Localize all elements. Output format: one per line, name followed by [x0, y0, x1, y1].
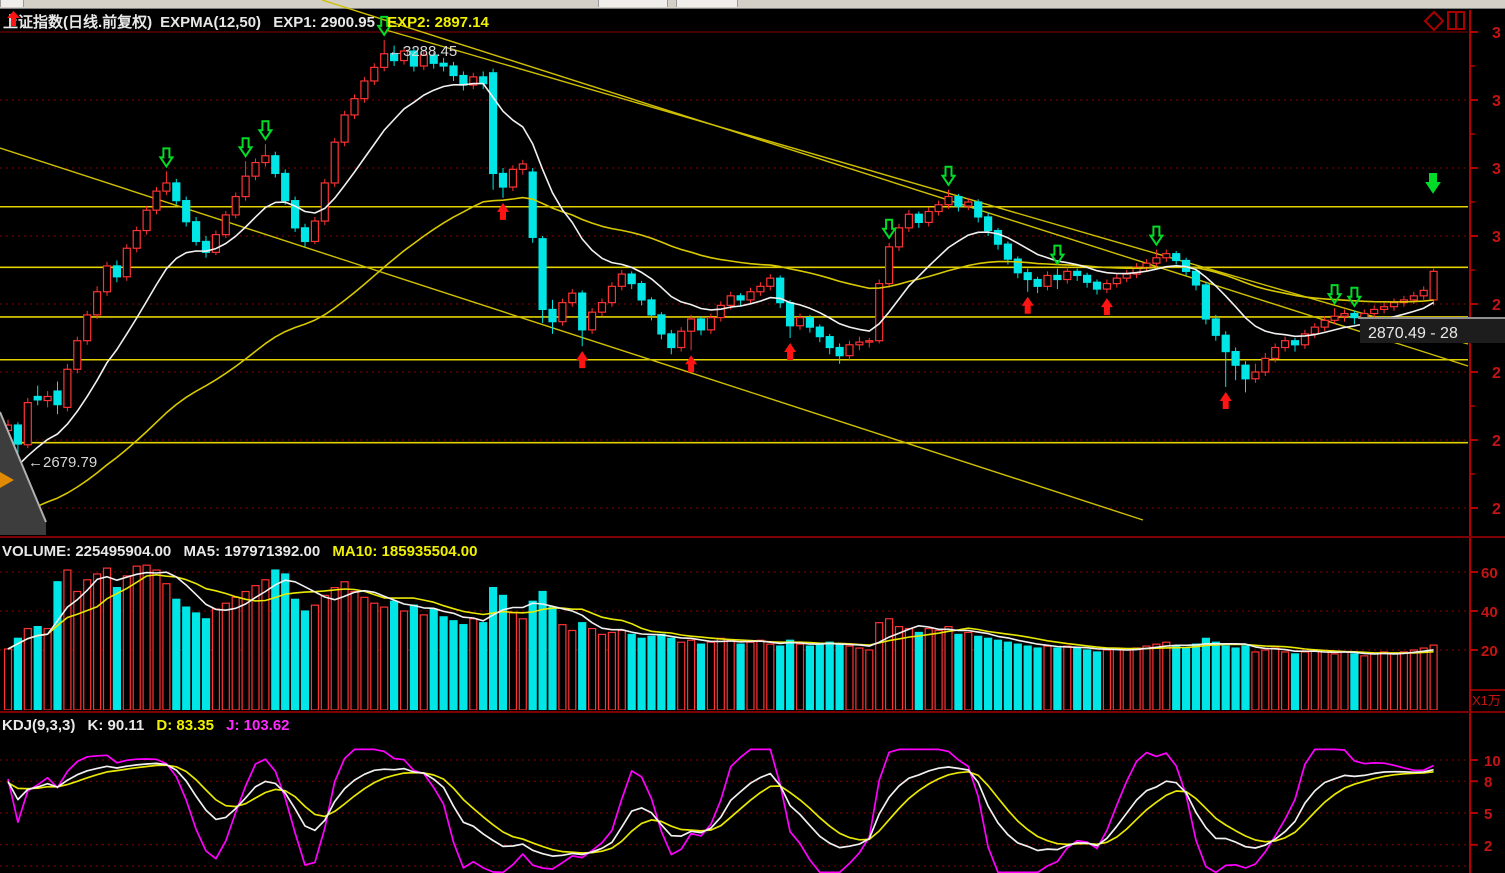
trough-price-label: ←2679.79 — [28, 454, 97, 471]
svg-text:40: 40 — [1481, 604, 1498, 621]
volume-ma5-value: MA5: 197971392.00 — [183, 543, 321, 560]
svg-text:60: 60 — [1481, 565, 1498, 582]
svg-text:3: 3 — [1492, 25, 1501, 42]
svg-text:2: 2 — [1492, 365, 1501, 382]
volume-unit-badge: X1万 — [1470, 689, 1505, 708]
volume-gridlines — [0, 571, 1468, 651]
titlebar-segment — [598, 0, 668, 7]
split-window-icon[interactable] — [1447, 11, 1465, 30]
svg-text:2: 2 — [1484, 838, 1492, 855]
svg-text:3: 3 — [1492, 93, 1501, 110]
expma-lines — [7, 82, 1434, 519]
svg-text:2: 2 — [1492, 433, 1501, 450]
exp2-value: EXP2: 2897.14 — [387, 14, 489, 31]
volume-value: VOLUME: 225495904.00 — [2, 543, 172, 560]
price-pane-header: 上证指数(日线.前复权) EXPMA(12,50) EXP1: 2900.95 … — [3, 11, 497, 32]
kdj-d-value: D: 83.35 — [156, 717, 214, 734]
volume-ma10-value: MA10: 185935504.00 — [332, 543, 478, 560]
right-axis: 3 3 3 3 2 2 2 2 60 40 20 10 8 5 2 — [1469, 10, 1501, 873]
support-resistance-lines — [0, 205, 1468, 444]
range-tooltip: 2870.49 - 28 — [1358, 317, 1505, 343]
volume-ma-lines — [7, 571, 1434, 655]
svg-text:2: 2 — [1492, 297, 1501, 314]
volume-bars — [3, 564, 1438, 710]
exp1-value: EXP1: 2900.95 — [273, 14, 375, 31]
titlebar-segment — [0, 0, 24, 7]
red-up-arrow-icon — [7, 11, 20, 26]
titlebar-segment — [676, 0, 738, 7]
svg-text:5: 5 — [1484, 806, 1492, 823]
indicator-name: EXPMA(12,50) — [160, 14, 262, 31]
orange-arrow-icon — [0, 472, 14, 488]
svg-text:20: 20 — [1481, 643, 1498, 660]
svg-text:10: 10 — [1484, 753, 1501, 770]
trendlines — [0, 0, 1469, 521]
volume-unit-label: X1万 — [1472, 693, 1501, 708]
range-tooltip-text: 2870.49 - 28 — [1368, 325, 1458, 342]
volume-pane-header: VOLUME: 225495904.00 MA5: 197971392.00 M… — [2, 543, 485, 560]
svg-text:2: 2 — [1492, 501, 1501, 518]
svg-text:3: 3 — [1492, 229, 1501, 246]
kdj-j-value: J: 103.62 — [226, 717, 290, 734]
price-gridlines — [0, 31, 1468, 509]
kdj-lines — [7, 748, 1434, 873]
peak-price-label: ←3288.45 — [388, 43, 457, 60]
diamond-icon[interactable] — [1423, 10, 1445, 32]
buy-sell-arrows — [4, 15, 1441, 499]
kdj-pane-header: KDJ(9,3,3) K: 90.11 D: 83.35 J: 103.62 — [2, 717, 298, 734]
window-top-strip — [0, 0, 1505, 9]
kdj-gridlines — [0, 759, 1468, 867]
symbol-title: 上证指数(日线.前复权) — [3, 14, 153, 31]
svg-text:3: 3 — [1492, 161, 1501, 178]
kdj-name: KDJ(9,3,3) — [2, 717, 76, 734]
corner-artifact — [0, 411, 47, 535]
kdj-k-value: K: 90.11 — [87, 717, 145, 734]
svg-text:8: 8 — [1484, 774, 1492, 791]
